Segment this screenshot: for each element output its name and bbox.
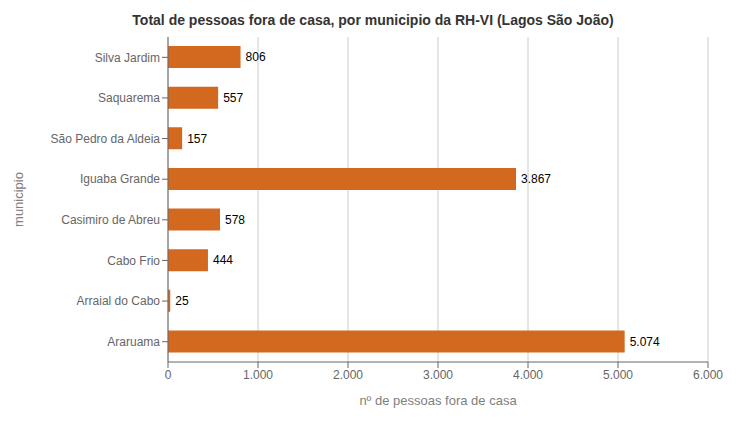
svg-text:3.867: 3.867: [521, 172, 551, 186]
svg-text:Casimiro de Abreu: Casimiro de Abreu: [61, 213, 160, 227]
svg-text:578: 578: [225, 213, 245, 227]
svg-text:557: 557: [223, 91, 243, 105]
svg-text:Araruama: Araruama: [107, 335, 160, 349]
svg-text:municipio: municipio: [11, 172, 26, 227]
svg-text:0: 0: [165, 368, 172, 382]
svg-text:25: 25: [175, 294, 189, 308]
svg-text:5.000: 5.000: [603, 368, 633, 382]
svg-text:2.000: 2.000: [333, 368, 363, 382]
svg-text:4.000: 4.000: [513, 368, 543, 382]
svg-text:5.074: 5.074: [630, 335, 660, 349]
svg-text:nº de pessoas fora de casa: nº de pessoas fora de casa: [359, 393, 517, 408]
svg-text:Silva Jardim: Silva Jardim: [95, 51, 160, 65]
svg-text:Arraial do Cabo: Arraial do Cabo: [77, 294, 161, 308]
svg-text:6.000: 6.000: [693, 368, 723, 382]
svg-text:Saquarema: Saquarema: [98, 91, 160, 105]
svg-text:806: 806: [246, 50, 266, 64]
html-text:Total de pessoas fora de casa,: Total de pessoas fora de casa, por munic…: [132, 12, 614, 28]
svg-text:1.000: 1.000: [243, 368, 273, 382]
svg-text:Iguaba Grande: Iguaba Grande: [80, 172, 160, 186]
svg-text:157: 157: [187, 132, 207, 146]
svg-text:3.000: 3.000: [423, 368, 453, 382]
svg-text:São Pedro da Aldeia: São Pedro da Aldeia: [51, 132, 161, 146]
svg-text:Cabo Frio: Cabo Frio: [107, 254, 160, 268]
svg-text:444: 444: [213, 253, 233, 267]
